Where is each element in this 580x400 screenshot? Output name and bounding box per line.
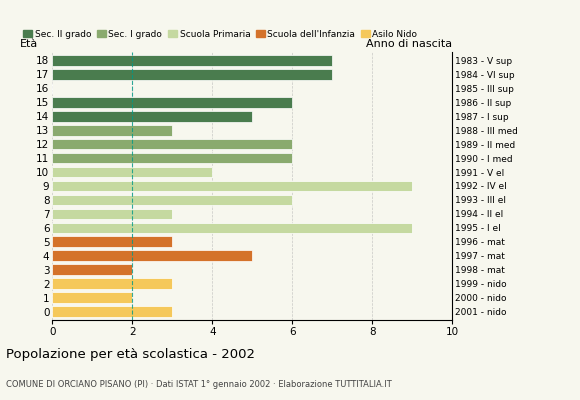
Bar (52, 111, 252, 122)
Bar (52, 222, 412, 234)
Bar (52, 264, 132, 275)
Bar (52, 180, 412, 192)
Bar (52, 138, 292, 150)
Text: COMUNE DI ORCIANO PISANO (PI) · Dati ISTAT 1° gennaio 2002 · Elaborazione TUTTIT: COMUNE DI ORCIANO PISANO (PI) · Dati IST… (6, 380, 392, 389)
Text: Popolazione per età scolastica - 2002: Popolazione per età scolastica - 2002 (6, 348, 255, 361)
Bar (52, 208, 172, 220)
Text: Età: Età (20, 39, 38, 49)
Bar (52, 124, 172, 136)
Bar (52, 166, 212, 178)
Bar (52, 236, 172, 248)
Legend: Sec. II grado, Sec. I grado, Scuola Primaria, Scuola dell'Infanzia, Asilo Nido: Sec. II grado, Sec. I grado, Scuola Prim… (20, 26, 421, 42)
Bar (52, 278, 172, 289)
Text: Anno di nascita: Anno di nascita (367, 39, 452, 49)
Bar (52, 69, 332, 80)
Bar (52, 97, 292, 108)
Bar (52, 250, 252, 261)
Bar (52, 306, 172, 317)
Bar (52, 292, 132, 303)
Bar (52, 152, 292, 164)
Bar (52, 55, 332, 66)
Bar (52, 194, 292, 206)
